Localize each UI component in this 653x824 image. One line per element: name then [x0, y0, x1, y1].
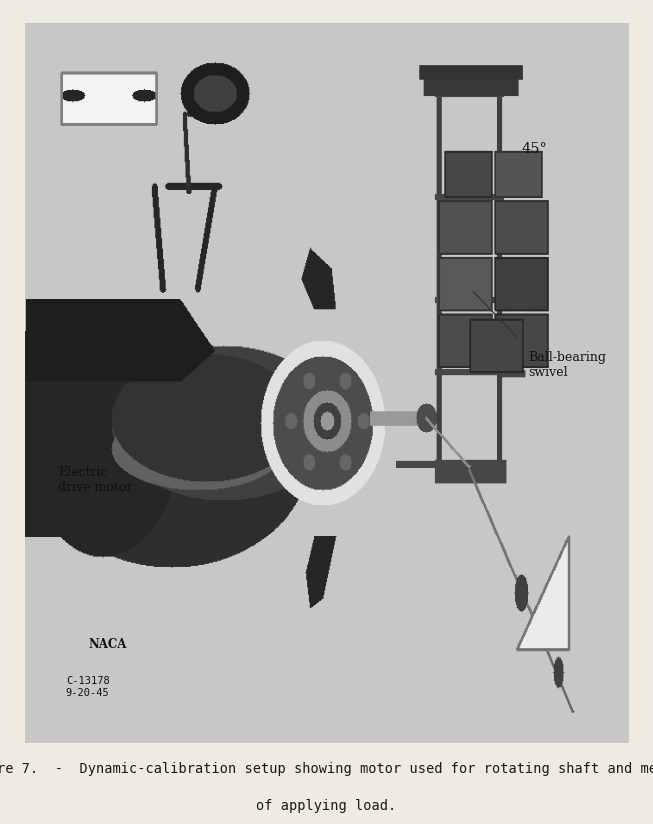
Text: Ball-bearing
swivel: Ball-bearing swivel — [529, 351, 607, 379]
Text: Electric
drive motor: Electric drive motor — [58, 466, 133, 494]
Text: C-13178
9-20-45: C-13178 9-20-45 — [66, 677, 110, 698]
Text: NACA: NACA — [88, 638, 127, 651]
Text: Figure 7.  -  Dynamic-calibration setup showing motor used for rotating shaft an: Figure 7. - Dynamic-calibration setup sh… — [0, 762, 653, 776]
Text: 45°: 45° — [522, 142, 547, 156]
Text: of applying load.: of applying load. — [257, 799, 396, 813]
